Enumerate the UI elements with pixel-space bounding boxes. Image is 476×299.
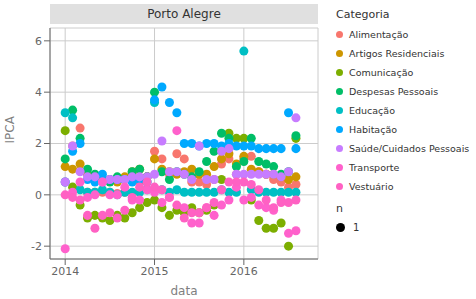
svg-text:IPCA: IPCA <box>8 115 17 143</box>
html-text:Despesas Pessoais: Despesas Pessoais <box>349 86 439 97</box>
svg-text:2014: 2014 <box>51 265 79 278</box>
svg-text:-2: -2 <box>31 240 42 253</box>
html-text:Alimentação: Alimentação <box>349 29 409 40</box>
html-text:Transporte: Transporte <box>349 162 400 173</box>
svg-text:data: data <box>170 284 197 298</box>
svg-text:4: 4 <box>35 86 42 99</box>
html-text:Porto Alegre: Porto Alegre <box>147 7 221 21</box>
html-text:Categoria: Categoria <box>336 8 390 21</box>
html-text:Saúde/Cuidados Pessoais: Saúde/Cuidados Pessoais <box>349 143 470 154</box>
svg-text:6: 6 <box>35 35 42 48</box>
html-text:Artigos Residenciais: Artigos Residenciais <box>349 48 445 59</box>
html-text:Educação: Educação <box>349 105 395 116</box>
html-text:Vestuário: Vestuário <box>349 181 394 192</box>
svg-text:2: 2 <box>35 137 42 150</box>
svg-text:2016: 2016 <box>230 265 258 278</box>
html-text:1: 1 <box>353 221 360 233</box>
html-text:n: n <box>336 202 343 215</box>
svg-text:0: 0 <box>35 189 42 202</box>
svg-text:2015: 2015 <box>141 265 169 278</box>
html-text:Habitação: Habitação <box>349 124 397 135</box>
html-text:Comunicação: Comunicação <box>349 67 414 78</box>
